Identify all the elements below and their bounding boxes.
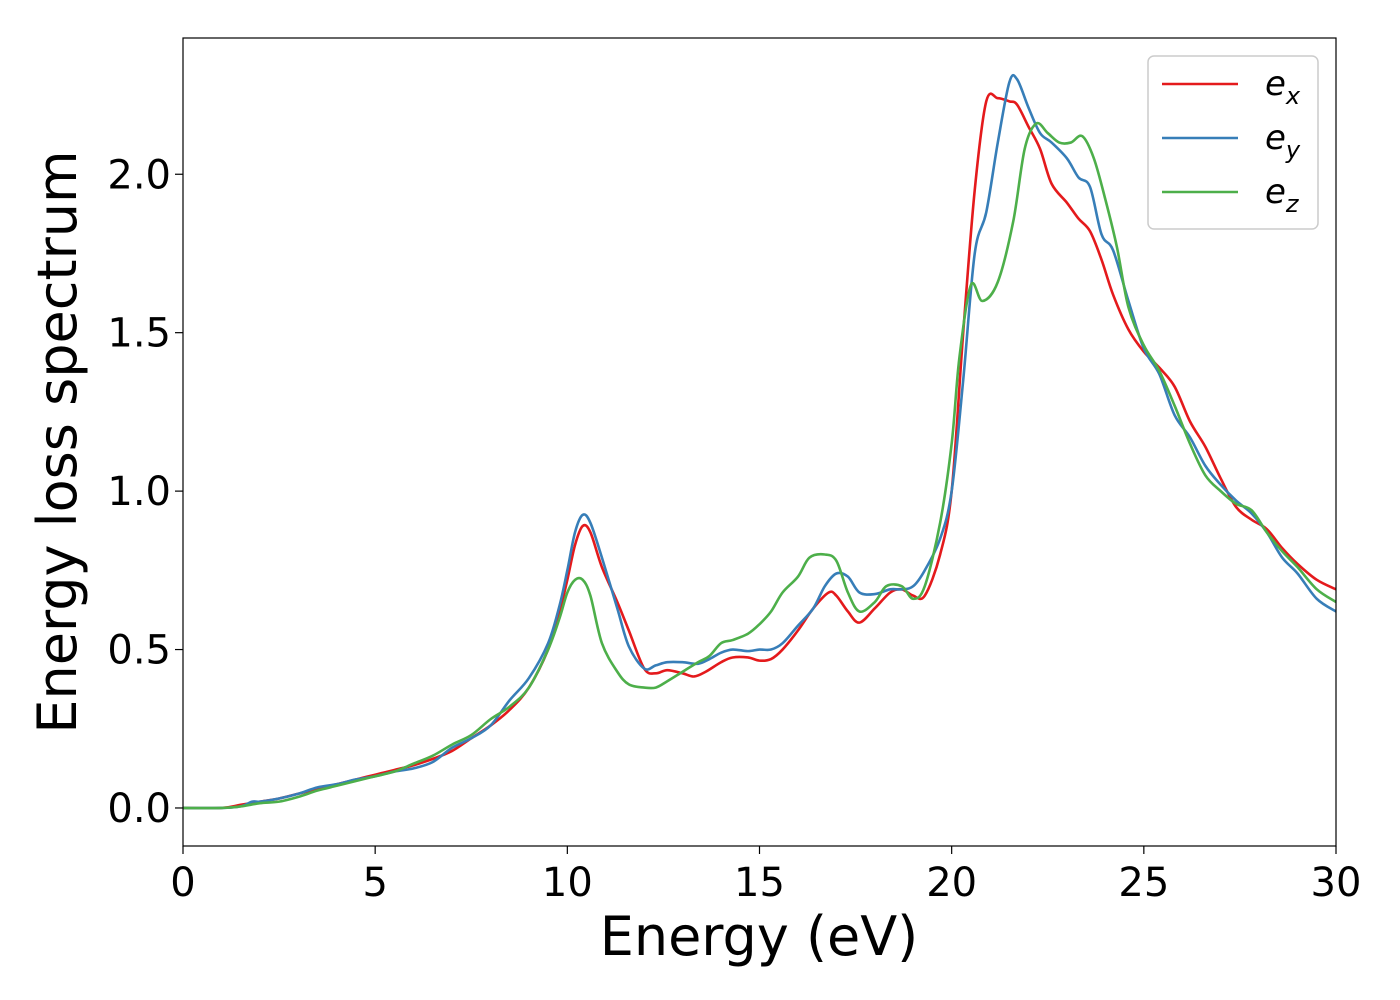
y-tick-label: 0.5	[107, 628, 171, 674]
x-tick-label: 20	[926, 860, 977, 906]
legend: ex ey ez	[1147, 55, 1319, 230]
x-tick-label: 30	[1311, 860, 1362, 906]
y-tick-label: 0.0	[107, 786, 171, 832]
y-tick-label: 1.5	[107, 311, 171, 357]
x-axis-label: Energy (eV)	[600, 905, 919, 968]
x-tick-label: 0	[170, 860, 195, 906]
legend-box	[1147, 55, 1319, 230]
x-tick-label: 10	[542, 860, 593, 906]
x-tick-label: 25	[1118, 860, 1169, 906]
legend-label-z: ez	[1265, 172, 1300, 218]
x-tick-label: 5	[362, 860, 387, 906]
x-tick-label: 15	[734, 860, 785, 906]
plot-lines	[183, 73, 1336, 810]
y-axis-label: Energy loss spectrum	[26, 150, 89, 733]
series-line-z	[183, 121, 1336, 810]
legend-label-x: ex	[1265, 64, 1301, 110]
legend-label-y: ey	[1265, 118, 1301, 164]
y-tick-label: 2.0	[107, 152, 171, 198]
x-axis: 0 5 10 15 20 25 30	[170, 846, 1361, 906]
y-tick-label: 1.0	[107, 469, 171, 515]
y-axis: 0.0 0.5 1.0 1.5 2.0	[107, 152, 183, 832]
